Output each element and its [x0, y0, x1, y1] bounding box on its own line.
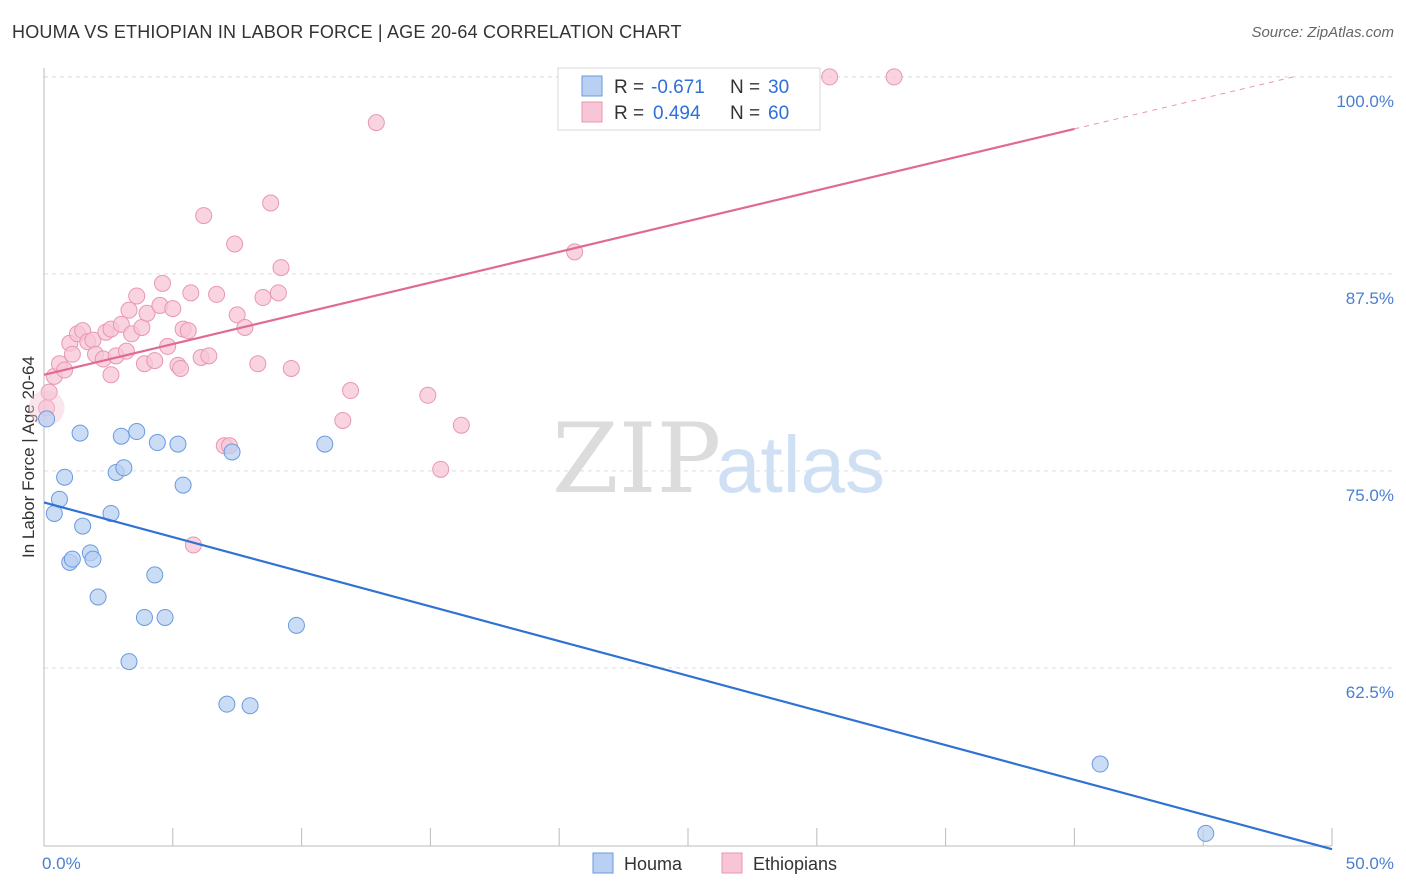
houma-point	[156, 608, 174, 626]
houma-point	[1197, 824, 1215, 842]
houma-point	[128, 423, 146, 441]
houma-point	[56, 468, 74, 486]
ethiopians-point	[200, 347, 218, 365]
y-tick-label: 62.5%	[1346, 683, 1394, 702]
watermark-atlas: atlas	[716, 420, 885, 509]
ethiopians-point	[342, 382, 360, 400]
trend-lines	[43, 76, 1333, 851]
bottom-legend-houma: Houma	[624, 854, 683, 874]
ethiopians-point	[269, 284, 287, 302]
bottom-legend-swatch-ethiopians	[721, 852, 743, 874]
x-tick-label-max: 50.0%	[1346, 854, 1394, 873]
legend-houma-n-value: 30	[768, 77, 789, 98]
ethiopians-point	[164, 300, 182, 318]
bottom-legend-ethiopians: Ethiopians	[753, 854, 837, 874]
houma-point	[223, 443, 241, 461]
houma-points	[38, 410, 1215, 842]
ethiopians-point	[120, 301, 138, 319]
houma-point	[120, 653, 138, 671]
houma-point	[148, 434, 166, 452]
ethiopians-point	[334, 411, 352, 429]
houma-point	[84, 550, 102, 568]
y-tick-labels: 62.5% 75.0% 87.5% 100.0%	[1336, 92, 1394, 702]
ethiopians-points	[28, 68, 903, 554]
ethiopians-point	[262, 194, 280, 212]
houma-point	[316, 435, 334, 453]
houma-point	[71, 424, 89, 442]
ethiopians-point	[885, 68, 903, 86]
houma-point	[112, 427, 130, 445]
houma-point	[146, 566, 164, 584]
legend-swatch-ethiopians	[581, 101, 603, 123]
gridlines	[44, 76, 1394, 669]
houma-point	[74, 517, 92, 535]
correlation-legend: R = -0.671 N = 30 R = 0.494 N = 60	[557, 67, 821, 131]
ethiopians-point	[128, 287, 146, 305]
ethiopians-point	[102, 366, 120, 384]
series-legend: Houma Ethiopians	[592, 852, 837, 874]
legend-eth-r-value: 0.494	[653, 103, 701, 124]
houma-point	[38, 410, 56, 428]
houma-point	[218, 695, 236, 713]
x-tick-label-min: 0.0%	[42, 854, 81, 873]
bottom-legend-swatch-houma	[592, 852, 614, 874]
houma-point	[1091, 755, 1109, 773]
legend-eth-n-value: 60	[768, 103, 789, 124]
ethiopians-point	[452, 416, 470, 434]
ethiopians-point	[282, 359, 300, 377]
legend-eth-r-label: R =	[614, 103, 644, 124]
houma-point	[169, 435, 187, 453]
x-axis-ticks	[43, 828, 1333, 846]
houma-point	[287, 616, 305, 634]
ethiopians-point	[133, 318, 151, 336]
legend-eth-n-label: N =	[730, 103, 760, 124]
ethiopians-point	[172, 359, 190, 377]
ethiopians-point	[40, 383, 58, 401]
y-tick-label: 75.0%	[1346, 486, 1394, 505]
ethiopians-point	[146, 352, 164, 370]
houma-point	[63, 550, 81, 568]
ethiopians-point	[249, 355, 267, 373]
ethiopians-point	[367, 114, 385, 132]
ethiopians-point	[419, 386, 437, 404]
ethiopians-point	[208, 285, 226, 303]
watermark: ZIP atlas	[552, 403, 885, 515]
y-tick-label: 100.0%	[1336, 92, 1394, 111]
y-tick-label: 87.5%	[1346, 289, 1394, 308]
ethiopians-point	[254, 289, 272, 307]
ethiopians-point	[182, 284, 200, 302]
ethiopians-point	[432, 460, 450, 478]
houma-point	[89, 588, 107, 606]
ethiopians-point	[228, 306, 246, 324]
houma-point	[174, 476, 192, 494]
y-axis-label: In Labor Force | Age 20-64	[19, 356, 38, 558]
legend-houma-r-value: -0.671	[651, 77, 705, 98]
ethiopians-point	[138, 304, 156, 322]
ethiopians-trend-line	[43, 127, 1075, 376]
houma-point	[45, 504, 63, 522]
houma-point	[135, 608, 153, 626]
ethiopians-point	[226, 235, 244, 253]
houma-trend-line	[43, 501, 1333, 851]
watermark-zip: ZIP	[552, 403, 721, 515]
ethiopians-point	[179, 322, 197, 340]
ethiopians-point	[195, 207, 213, 225]
legend-swatch-houma	[581, 75, 603, 97]
ethiopians-point	[272, 259, 290, 277]
source-label: Source: ZipAtlas.com	[1251, 24, 1394, 41]
houma-point	[115, 459, 133, 477]
ethiopians-point	[821, 68, 839, 86]
legend-houma-r-label: R =	[614, 77, 644, 98]
houma-point	[241, 697, 259, 715]
legend-houma-n-label: N =	[730, 77, 760, 98]
ethiopians-trend-extension	[1074, 76, 1294, 130]
chart-title: HOUMA VS ETHIOPIAN IN LABOR FORCE | AGE …	[12, 22, 682, 42]
ethiopians-point	[63, 345, 81, 363]
ethiopians-point	[153, 274, 171, 292]
ethiopians-point-large	[28, 389, 65, 426]
